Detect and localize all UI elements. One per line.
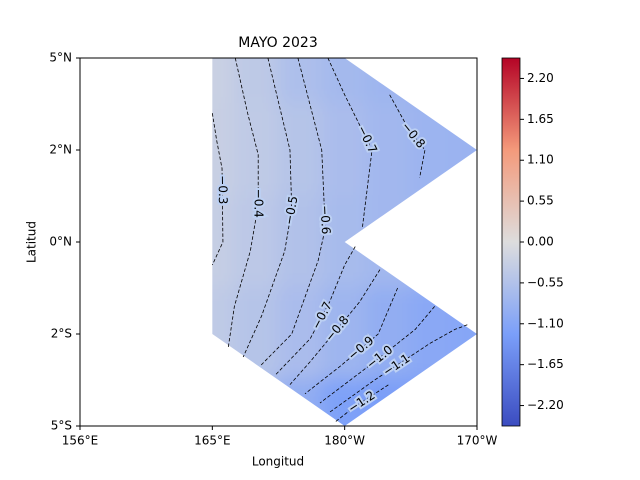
y-tick-label: 5°S xyxy=(51,419,72,433)
contour-line xyxy=(259,57,326,367)
colorbar xyxy=(501,57,521,427)
colorbar-tick-label: 0.00 xyxy=(527,235,554,249)
field-cell xyxy=(365,103,412,197)
contour-line xyxy=(335,384,389,422)
y-tick-label: 0°N xyxy=(49,235,72,249)
x-tick-label: 165°E xyxy=(194,434,231,448)
field-cell xyxy=(233,58,280,105)
x-tick-label: 170°W xyxy=(457,434,498,448)
y-tick-label: 2°S xyxy=(51,327,72,341)
colorbar-tick-label: −1.65 xyxy=(527,357,564,371)
colorbar-tick-label: 0.55 xyxy=(527,194,554,208)
x-tick-label: 156°E xyxy=(62,434,99,448)
contour-line xyxy=(389,94,426,178)
field-cell xyxy=(277,58,324,105)
field-cell xyxy=(409,287,456,381)
colorbar-tick-label: −1.10 xyxy=(527,316,564,330)
contour-line xyxy=(274,246,356,376)
field-cell xyxy=(233,287,280,381)
field-cell xyxy=(233,195,280,289)
y-axis-label: Latitud xyxy=(25,221,39,263)
y-tick-label: 5°N xyxy=(49,51,72,65)
colorbar-tick-label: −0.55 xyxy=(527,275,564,289)
field-cell xyxy=(321,103,368,197)
contour-line xyxy=(329,324,468,413)
contour-label: −0.3 xyxy=(216,175,230,204)
field-cell xyxy=(277,103,324,197)
colorbar-tick-label: 1.65 xyxy=(527,112,554,126)
field-cell xyxy=(212,287,236,381)
y-tick-label: 2°N xyxy=(49,143,72,157)
field-cell xyxy=(277,195,324,289)
contour-line xyxy=(289,269,381,385)
field-cell xyxy=(365,287,412,381)
field-cell xyxy=(212,103,236,197)
colorbar-tick-label: 1.10 xyxy=(527,153,554,167)
colorbar-tick-label: −2.20 xyxy=(527,398,564,412)
field-cell xyxy=(409,195,456,289)
contour-line xyxy=(242,57,293,358)
contour-label: −0.6 xyxy=(318,205,333,235)
field-cell xyxy=(365,195,412,289)
contour-line xyxy=(304,287,398,395)
field-cell xyxy=(212,195,236,289)
field-cell xyxy=(233,103,280,197)
colorbar-tick-label: 2.20 xyxy=(527,71,554,85)
x-tick-label: 180°W xyxy=(324,434,365,448)
contour-line xyxy=(227,57,259,348)
contour-line xyxy=(211,113,224,266)
chart-title: MAYO 2023 xyxy=(238,35,317,51)
field-cell xyxy=(277,287,324,381)
x-axis-label: Longitud xyxy=(252,455,304,469)
contour-line xyxy=(319,306,435,404)
field-cell xyxy=(212,58,236,105)
contour-label: −0.4 xyxy=(252,189,266,218)
